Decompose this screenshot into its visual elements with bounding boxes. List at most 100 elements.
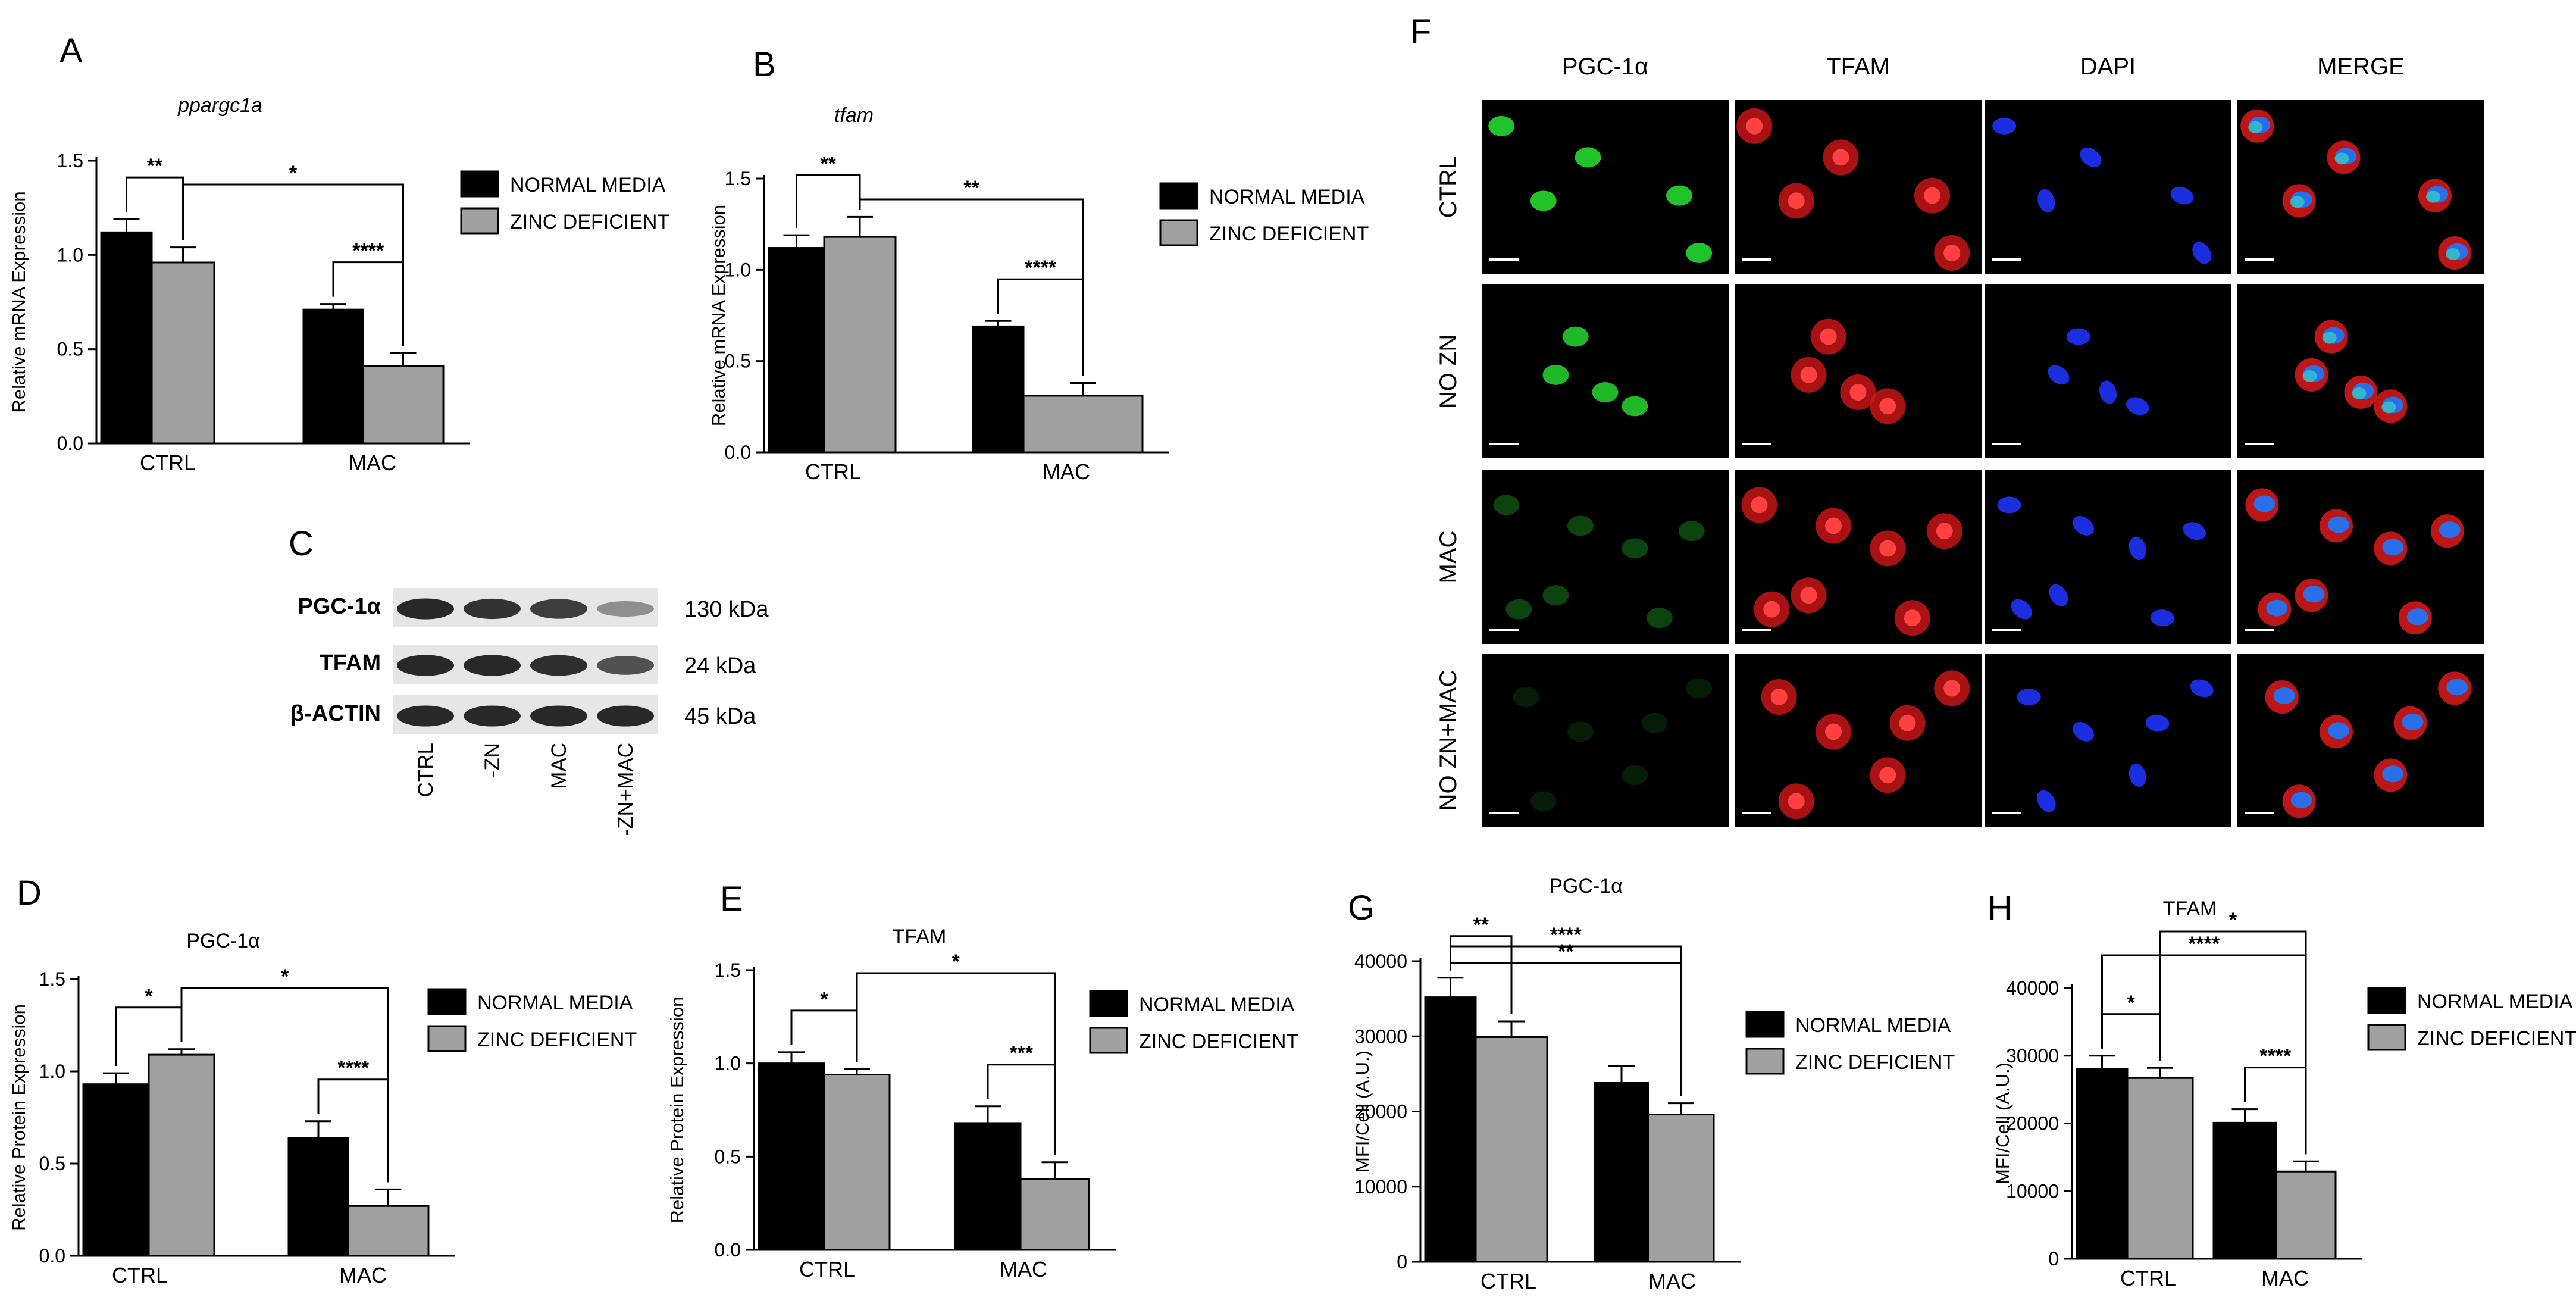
panel-letter-A: A [60,32,83,70]
if-colocal [2302,370,2317,382]
if-cell-core [1879,767,1896,784]
legend-label: ZINC DEFICIENT [1795,1051,1955,1074]
bar-zinc-deficient-ctrl [823,236,897,454]
if-nucleus [2439,521,2461,539]
if-colocal [2248,121,2263,133]
if-cell-core [1763,601,1780,618]
if-cell [1575,147,1601,168]
significance-label: * [952,951,960,973]
if-cell-core [1788,192,1805,210]
bar-normal-media-ctrl [768,247,825,454]
if-nucleus [2080,147,2102,167]
y-tick-label: 1.5 [725,168,751,189]
if-cell-core [1788,793,1805,810]
if-column-label: TFAM [1826,54,1890,80]
significance-label: **** [1550,924,1582,946]
if-cell [1567,721,1594,742]
if-colocal [2381,401,2396,414]
x-category-label: MAC [349,451,396,475]
legend-label: NORMAL MEDIA [1139,993,1295,1016]
significance-label: **** [2259,1045,2292,1068]
legend-label: ZINC DEFICIENT [477,1028,637,1051]
if-nucleus [2273,687,2295,704]
if-cell-core [1904,609,1921,627]
y-tick-label: 0.0 [715,1239,741,1261]
bar-zinc-deficient-mac [1022,395,1144,454]
bar-normal-media-mac [954,1122,1022,1251]
if-cell [1530,791,1557,812]
x-category-label: MAC [339,1263,387,1287]
if-cell [1542,364,1569,385]
if-cell [1488,115,1515,136]
if-cell-core [1751,496,1768,514]
if-row-label: NO ZN [1435,334,1461,408]
significance-bracket [2159,930,2307,1155]
if-nucleus [2328,516,2349,533]
if-cell-core [1879,540,1896,557]
if-cell-core [1820,328,1837,345]
if-column-label: DAPI [2080,54,2136,80]
if-cell-core [1899,714,1916,731]
if-nucleus [2446,679,2468,696]
if-nucleus [2011,599,2032,620]
significance-bracket [182,183,404,346]
blot-lane-label: -ZN+MAC [614,743,637,836]
legend-swatch [2367,987,2406,1014]
blot-band [397,705,454,727]
bar-zinc-deficient-ctrl [823,1073,891,1251]
if-cell [1646,608,1673,629]
blot-row-label: β-ACTIN [290,701,381,726]
significance-bracket [1450,945,1682,1096]
blot-row-label: TFAM [320,651,381,676]
y-axis-label: Relative mRNA Expression [8,191,29,412]
chart-title: PGC-1α [1549,875,1623,898]
if-cell [1622,538,1648,559]
x-category-label: MAC [1648,1269,1696,1293]
if-row-label: CTRL [1435,156,1461,218]
if-image [2237,284,2484,458]
legend-label: ZINC DEFICIENT [1209,223,1369,245]
significance-label: **** [2188,933,2220,955]
if-colocal [2334,152,2349,165]
x-category-label: CTRL [2120,1266,2176,1290]
if-nucleus [2017,689,2041,705]
if-cell-core [1800,587,1817,604]
if-colocal [2352,387,2367,400]
legend-swatch [1089,1027,1128,1054]
if-nucleus [2129,763,2146,787]
panel-letter-D: D [17,874,42,912]
chart-e-tfam-protein: TFAM 0.0 0.5 1.0 1.5 Relative Protein Express… [666,926,1298,1281]
bar-zinc-deficient-ctrl [1475,1036,1548,1263]
if-nucleus [2192,242,2212,264]
y-tick-label: 1.5 [57,150,83,171]
significance-label: ** [147,155,163,177]
blot-band [397,598,454,620]
if-cell [1567,515,1594,536]
legend-label: ZINC DEFICIENT [510,211,669,233]
if-nucleus [2099,380,2117,404]
if-cell-core [1943,244,1961,261]
if-cell-core [1746,117,1763,135]
if-nucleus [1997,496,2021,514]
if-nucleus [2145,714,2170,731]
x-category-label: CTRL [805,459,861,484]
if-cell-core [1849,384,1867,401]
x-category-label: CTRL [112,1263,168,1287]
chart-title: TFAM [893,926,947,948]
y-tick-label: 0.5 [725,351,751,372]
panel-letter-H: H [1987,889,2012,927]
panel-letter-B: B [753,45,776,84]
blot-band [464,598,521,620]
if-nucleus [2253,495,2275,512]
if-cell-core [1825,723,1842,740]
if-nucleus [2290,792,2312,809]
blot-band [464,705,521,727]
western-blot: PGC-1α 130 kDa TFAM 24 kDa β-ACTIN 45 kDa CTRL… [290,588,769,836]
significance-label: ** [1558,940,1574,963]
if-cell-core [1879,398,1896,415]
if-cell [1542,585,1569,606]
bar-zinc-deficient-ctrl [148,1053,215,1257]
bar-normal-media-ctrl [82,1083,150,1257]
y-tick-label: 1.0 [715,1053,741,1074]
significance-label: **** [352,240,384,262]
